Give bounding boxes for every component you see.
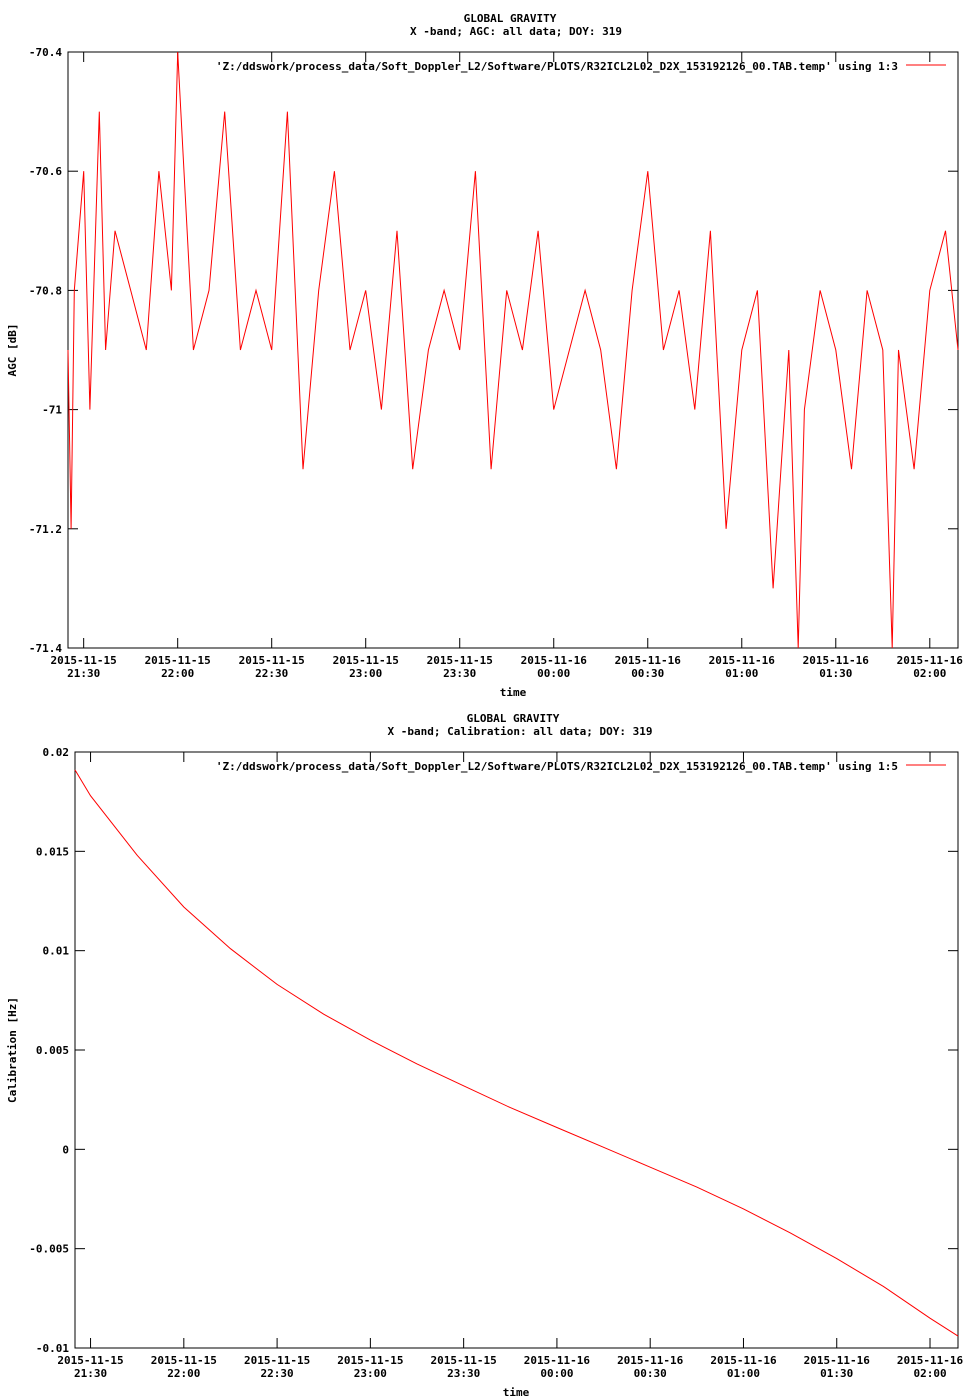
- x-tick-label-date: 2015-11-16: [521, 654, 588, 667]
- plot-area-frame: [74, 751, 959, 1349]
- x-tick-label-date: 2015-11-15: [431, 1354, 497, 1367]
- x-tick-label-time: 21:30: [74, 1367, 107, 1380]
- x-tick-label-time: 23:00: [354, 1367, 387, 1380]
- y-tick-label: 0.01: [43, 945, 70, 958]
- x-tick-label-time: 21:30: [67, 667, 100, 680]
- x-tick-label-date: 2015-11-15: [333, 654, 399, 667]
- x-tick-label-date: 2015-11-16: [803, 654, 870, 667]
- series-line: [67, 51, 959, 649]
- x-tick-label-time: 00:00: [537, 667, 570, 680]
- x-tick-label-date: 2015-11-16: [897, 654, 964, 667]
- chart-subtitle: X -band; AGC: all data; DOY: 319: [410, 25, 622, 38]
- x-tick-label-time: 22:30: [261, 1367, 294, 1380]
- x-tick-label-date: 2015-11-16: [709, 654, 776, 667]
- x-tick-label-date: 2015-11-16: [804, 1354, 871, 1367]
- x-tick-label-date: 2015-11-16: [615, 654, 682, 667]
- x-tick-label-time: 23:30: [447, 1367, 480, 1380]
- chart-title: GLOBAL GRAVITY: [467, 712, 560, 725]
- x-tick-label-date: 2015-11-15: [239, 654, 305, 667]
- x-tick-label-time: 01:00: [727, 1367, 760, 1380]
- x-tick-label-time: 22:00: [161, 667, 194, 680]
- series-line: [74, 769, 959, 1337]
- legend-label: 'Z:/ddswork/process_data/Soft_Doppler_L2…: [216, 60, 898, 73]
- x-tick-label-time: 23:00: [349, 667, 382, 680]
- calibration-chart: GLOBAL GRAVITY X -band; Calibration: all…: [6, 712, 964, 1399]
- y-tick-label: -70.8: [29, 284, 62, 297]
- y-tick-label: -70.6: [29, 165, 62, 178]
- y-tick-label: 0.02: [43, 746, 70, 759]
- x-tick-label-date: 2015-11-15: [244, 1354, 310, 1367]
- x-tick-label-time: 02:00: [913, 1367, 946, 1380]
- x-tick-label-date: 2015-11-16: [710, 1354, 777, 1367]
- x-axis-label: time: [503, 1386, 530, 1399]
- y-tick-label: -71.2: [29, 523, 62, 536]
- x-tick-label-time: 00:30: [634, 1367, 667, 1380]
- x-tick-label-time: 01:00: [725, 667, 758, 680]
- data-series: [74, 769, 959, 1337]
- x-tick-label-time: 02:00: [913, 667, 946, 680]
- x-tick-label-date: 2015-11-15: [337, 1354, 403, 1367]
- x-tick-label-date: 2015-11-15: [427, 654, 493, 667]
- y-tick-label: -71.4: [29, 642, 62, 655]
- y-tick-label: 0.005: [36, 1044, 69, 1057]
- y-tick-label: -0.01: [36, 1342, 69, 1355]
- y-tick-label: 0.015: [36, 845, 69, 858]
- x-tick-label-time: 00:30: [631, 667, 664, 680]
- y-axis-ticks: 0.02 0.015 0.01 0.005 0 -0.005 -0.01: [29, 746, 958, 1355]
- chart-subtitle: X -band; Calibration: all data; DOY: 319: [388, 725, 653, 738]
- x-tick-label-time: 22:00: [167, 1367, 200, 1380]
- y-tick-label: 0: [62, 1143, 69, 1156]
- y-axis-label: AGC [dB]: [6, 324, 19, 377]
- x-tick-label-time: 01:30: [820, 1367, 853, 1380]
- x-tick-label-date: 2015-11-15: [151, 1354, 217, 1367]
- y-tick-label: -71: [42, 404, 62, 417]
- x-tick-label-time: 23:30: [443, 667, 476, 680]
- y-tick-label: -70.4: [29, 46, 62, 59]
- y-axis-ticks: -70.4 -70.6 -70.8 -71 -71.2 -71.4: [29, 46, 958, 655]
- x-tick-label-date: 2015-11-15: [51, 654, 117, 667]
- x-tick-label-date: 2015-11-16: [617, 1354, 684, 1367]
- y-tick-label: -0.005: [29, 1243, 69, 1256]
- x-tick-label-time: 22:30: [255, 667, 288, 680]
- data-series: [67, 51, 959, 649]
- x-axis-label: time: [500, 686, 527, 699]
- chart-title: GLOBAL GRAVITY: [464, 12, 557, 25]
- x-tick-label-time: 00:00: [540, 1367, 573, 1380]
- x-axis-ticks: 2015-11-1521:302015-11-1522:002015-11-15…: [57, 752, 964, 1380]
- x-tick-label-time: 01:30: [819, 667, 852, 680]
- x-axis-ticks: 2015-11-1521:302015-11-1522:002015-11-15…: [51, 52, 964, 680]
- y-axis-label: Calibration [Hz]: [6, 997, 19, 1103]
- x-tick-label-date: 2015-11-16: [524, 1354, 591, 1367]
- agc-chart: GLOBAL GRAVITY X -band; AGC: all data; D…: [6, 12, 964, 699]
- x-tick-label-date: 2015-11-15: [145, 654, 211, 667]
- legend-label: 'Z:/ddswork/process_data/Soft_Doppler_L2…: [216, 760, 898, 773]
- x-tick-label-date: 2015-11-15: [57, 1354, 123, 1367]
- x-tick-label-date: 2015-11-16: [897, 1354, 964, 1367]
- plot-area-frame: [67, 51, 959, 649]
